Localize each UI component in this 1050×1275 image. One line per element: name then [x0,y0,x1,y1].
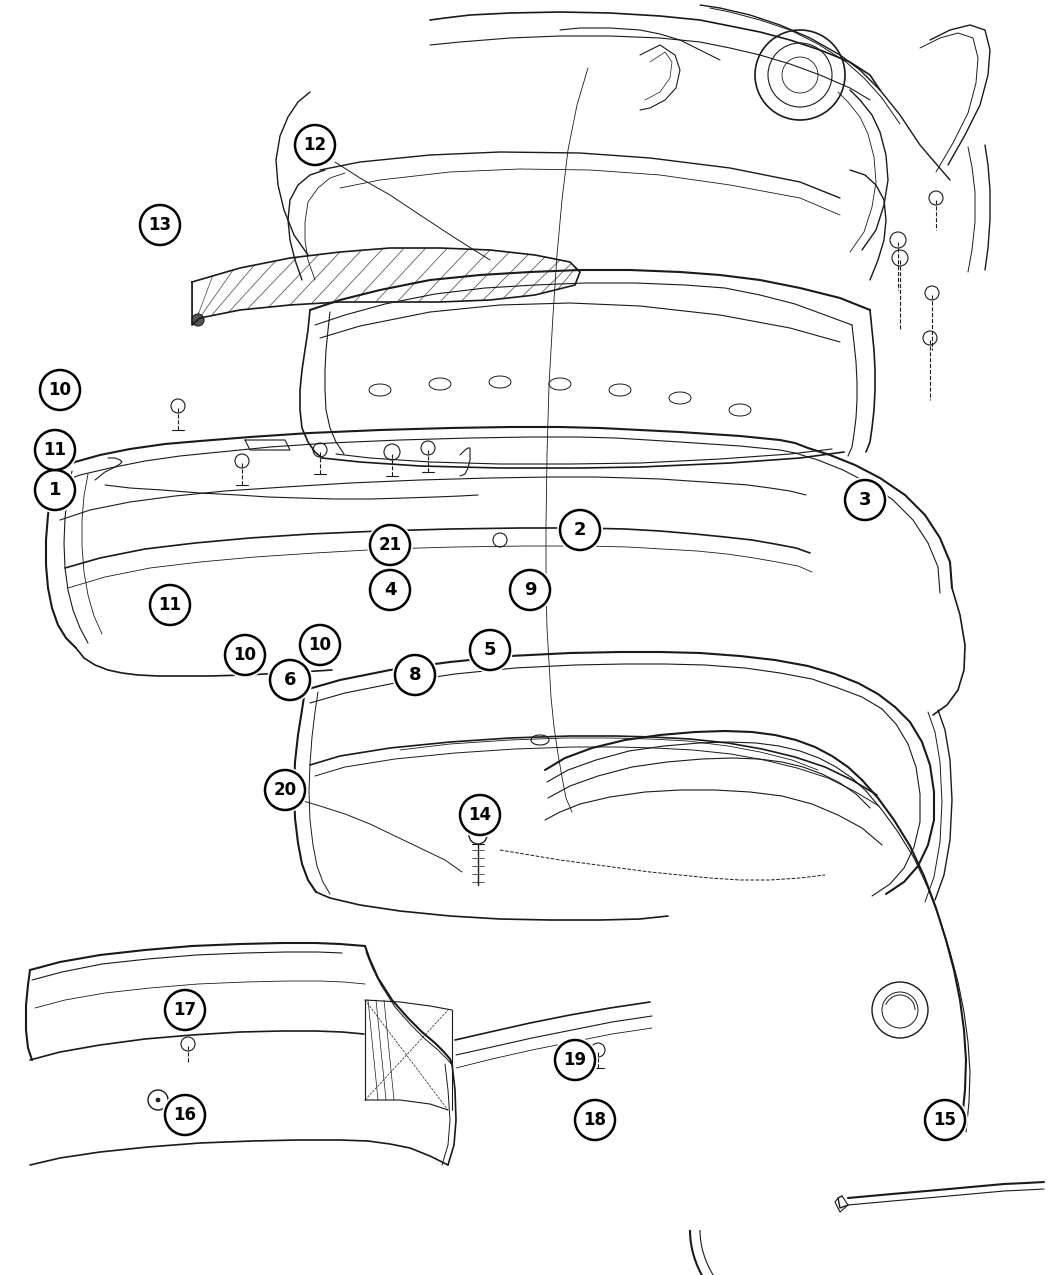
Circle shape [572,1096,618,1142]
Text: 5: 5 [484,641,497,659]
Circle shape [457,792,503,838]
Circle shape [510,570,550,609]
Circle shape [147,581,193,629]
Circle shape [368,567,413,613]
Circle shape [150,585,190,625]
Circle shape [460,796,500,835]
Circle shape [555,1040,595,1080]
Circle shape [32,427,78,473]
Text: 14: 14 [468,806,491,824]
Text: 6: 6 [284,671,296,688]
Text: 1: 1 [48,481,61,499]
Circle shape [136,201,183,249]
Text: 2: 2 [573,521,586,539]
Circle shape [560,510,600,550]
Circle shape [556,507,603,553]
Circle shape [392,652,438,697]
Circle shape [156,1098,160,1102]
Circle shape [507,567,553,613]
Circle shape [292,122,338,168]
Circle shape [295,125,335,164]
Circle shape [192,314,204,326]
Text: 10: 10 [309,636,332,654]
Circle shape [395,655,435,695]
Circle shape [845,479,885,520]
Circle shape [842,477,888,523]
Circle shape [922,1096,968,1142]
Text: 21: 21 [378,536,401,555]
Text: 3: 3 [859,491,872,509]
Text: 15: 15 [933,1111,957,1128]
Circle shape [467,627,513,673]
Text: 16: 16 [173,1105,196,1125]
Circle shape [35,470,75,510]
Circle shape [40,370,80,411]
Circle shape [32,467,78,513]
Circle shape [470,630,510,669]
Text: 11: 11 [159,595,182,615]
Text: 9: 9 [524,581,537,599]
Circle shape [262,768,308,813]
Circle shape [140,205,180,245]
Circle shape [370,525,410,565]
Text: 19: 19 [564,1051,587,1068]
Circle shape [265,770,304,810]
Text: 11: 11 [43,441,66,459]
Circle shape [270,660,310,700]
Circle shape [37,367,83,413]
Text: 12: 12 [303,136,327,154]
Circle shape [575,1100,615,1140]
Circle shape [225,635,265,674]
Text: 10: 10 [48,381,71,399]
Circle shape [162,987,208,1033]
Circle shape [297,622,343,668]
Text: 10: 10 [233,646,256,664]
Text: 20: 20 [273,782,296,799]
Circle shape [222,632,268,678]
Text: 4: 4 [383,581,396,599]
Text: 17: 17 [173,1001,196,1019]
Circle shape [300,625,340,666]
Circle shape [370,570,410,609]
Circle shape [165,1095,205,1135]
Text: 18: 18 [584,1111,607,1128]
Circle shape [35,430,75,470]
Text: 8: 8 [408,666,421,683]
Circle shape [368,521,413,567]
Circle shape [925,1100,965,1140]
Circle shape [267,657,313,703]
Circle shape [165,989,205,1030]
Circle shape [162,1091,208,1139]
Circle shape [552,1037,598,1082]
Text: 13: 13 [148,215,171,235]
